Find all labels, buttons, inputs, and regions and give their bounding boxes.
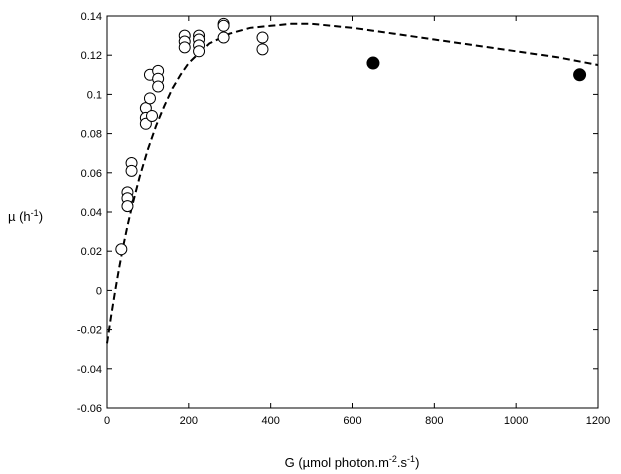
open-data-point <box>116 244 127 255</box>
y-tick-label: -0.06 <box>77 403 102 415</box>
filled-data-point <box>367 57 379 69</box>
y-axis-label-prefix: µ (h <box>8 209 31 224</box>
y-tick-label: 0.08 <box>81 129 102 141</box>
open-data-point <box>257 44 268 55</box>
open-data-point <box>218 32 229 43</box>
x-axis-label-sup1: -2 <box>389 454 397 464</box>
y-tick-label: 0.1 <box>87 89 102 101</box>
x-axis-label-mid: .s <box>397 455 408 470</box>
open-data-point <box>153 81 164 92</box>
open-data-point <box>218 20 229 31</box>
y-tick-label: -0.04 <box>77 364 102 376</box>
x-tick-label: 200 <box>180 415 198 427</box>
y-tick-label: 0 <box>96 285 102 297</box>
y-axis-label-sup: -1 <box>31 208 39 218</box>
open-data-point <box>194 46 205 57</box>
y-axis-label: µ (h-1) <box>8 208 43 224</box>
y-tick-label: 0.06 <box>81 168 102 180</box>
x-axis-label-suffix: ) <box>415 455 419 470</box>
x-axis-label-sup2: -1 <box>407 454 415 464</box>
y-tick-label: 0.04 <box>81 207 102 219</box>
open-data-point <box>179 42 190 53</box>
x-axis-label-prefix: G (µmol photon.m <box>285 455 389 470</box>
y-tick-label: 0.14 <box>81 11 102 23</box>
open-data-point <box>147 110 158 121</box>
x-tick-label: 800 <box>425 415 443 427</box>
open-data-point <box>126 165 137 176</box>
y-tick-label: -0.02 <box>77 325 102 337</box>
x-tick-label: 400 <box>261 415 279 427</box>
x-tick-label: 0 <box>104 415 110 427</box>
y-axis-label-suffix: ) <box>39 209 43 224</box>
x-tick-label: 600 <box>343 415 361 427</box>
y-tick-label: 0.02 <box>81 246 102 258</box>
y-tick-label: 0.12 <box>81 50 102 62</box>
open-data-point <box>144 93 155 104</box>
open-data-point <box>122 201 133 212</box>
x-tick-label: 1000 <box>504 415 528 427</box>
open-data-point <box>257 32 268 43</box>
filled-data-point <box>574 69 586 81</box>
x-axis-label: G (µmol photon.m-2.s-1) <box>285 454 420 470</box>
x-tick-label: 1200 <box>586 415 610 427</box>
